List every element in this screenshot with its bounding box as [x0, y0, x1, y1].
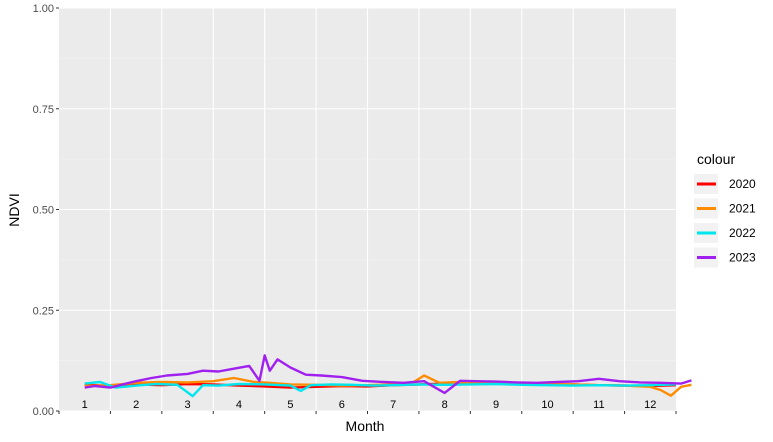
month-label: 3 [184, 399, 190, 411]
month-label: 4 [236, 399, 242, 411]
legend-title: colour [697, 151, 735, 167]
x-axis: 1 2 3 4 5 6 7 8 9 10 11 12 [58, 399, 677, 414]
legend-label-2020: 2020 [729, 177, 756, 191]
legend-label-2022: 2022 [729, 226, 756, 240]
legend: colour 2020 2021 2022 2023 [694, 151, 756, 268]
y-tick-label: 0.75 [33, 104, 54, 116]
y-axis-title: NDVI [6, 193, 22, 226]
month-label: 7 [390, 399, 396, 411]
month-label: 5 [287, 399, 293, 411]
series-line-2022 [84, 380, 677, 398]
y-axis: 0.00 0.25 0.50 0.75 1.00 [33, 3, 59, 418]
legend-label-2023: 2023 [729, 251, 756, 265]
month-label: 11 [593, 399, 604, 411]
legend-label-2021: 2021 [729, 202, 756, 216]
month-label: 9 [493, 399, 499, 411]
month-label: 1 [82, 399, 88, 411]
y-tick-label: 0.00 [33, 406, 54, 418]
month-label: 8 [442, 399, 448, 411]
y-tick-label: 0.25 [33, 305, 54, 317]
series-lines [84, 354, 692, 398]
month-label: 2 [133, 399, 139, 411]
y-tick-label: 1.00 [33, 3, 54, 15]
series-line-2023 [84, 354, 692, 395]
month-label: 12 [644, 399, 656, 411]
y-tick-label: 0.50 [33, 205, 54, 217]
x-axis-title: Month [346, 418, 385, 434]
month-label: 10 [541, 399, 553, 411]
month-label: 6 [339, 399, 345, 411]
